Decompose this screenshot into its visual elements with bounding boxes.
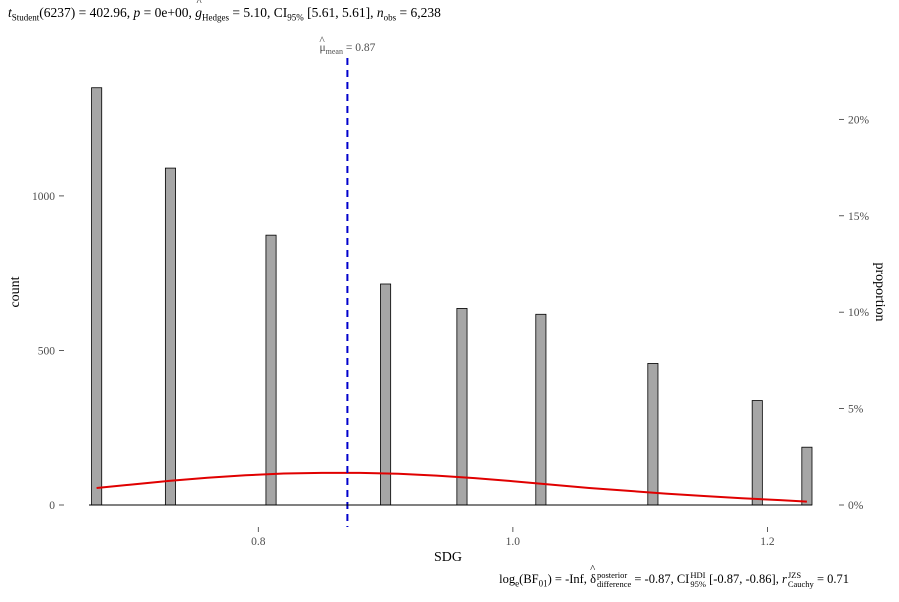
bf-symbol: (BF: [519, 571, 539, 586]
hdi-scripts: HDI 95%: [690, 571, 706, 589]
bf-value: ) = -Inf,: [547, 571, 591, 586]
bf-log-base: e: [515, 578, 520, 589]
r-scripts: JZS Cauchy: [788, 571, 814, 589]
histogram-bar-6: [535, 313, 547, 506]
histogram-bar-4: [380, 283, 392, 506]
y2-tick-label-2: 5%: [848, 404, 864, 416]
mean-label-symbol: μ: [319, 42, 325, 54]
x-tick-label-2: 1.0: [506, 536, 521, 548]
y2-tick-label-5: 20%: [848, 114, 870, 126]
bf-subscript: 01: [538, 578, 548, 589]
t-subscript: Student: [11, 12, 40, 23]
histogram-bar-5: [456, 308, 468, 506]
g-value: = 5.10, CI: [229, 5, 288, 20]
delta-symbol: δ: [590, 563, 596, 587]
x-tick-label-3: 1.2: [760, 536, 775, 548]
x-axis-title: SDG: [434, 550, 462, 565]
y-axis-title: count: [8, 276, 23, 307]
r-value: = 0.71: [813, 571, 849, 586]
t-statistic: (6237) = 402.96,: [39, 5, 134, 20]
chart-caption: loge(BF01) = -Inf, δposteriordifference …: [499, 563, 849, 589]
density-group: [96, 471, 807, 503]
p-symbol: p: [133, 5, 141, 20]
bars-group: [91, 87, 813, 506]
delta-subscript: difference: [596, 579, 632, 589]
histogram-bar-2: [164, 167, 176, 506]
y2-tick-label-1: 0%: [848, 500, 864, 512]
n-symbol: n: [376, 5, 384, 20]
y-tick-label-2: 500: [38, 345, 56, 357]
x-tick-label-1: 0.8: [251, 536, 266, 548]
y-tick-label-1: 0: [49, 500, 55, 512]
delta-value: = -0.87, CI: [631, 571, 690, 586]
histogram-bar-9: [801, 446, 813, 506]
mean-label-hat: ^: [319, 35, 325, 47]
density-curve: [96, 471, 807, 503]
hdi-value: [-0.87, -0.86],: [705, 571, 782, 586]
ci-subscript: 95%: [287, 12, 304, 23]
n-subscript: obs: [383, 12, 397, 23]
mean-label-subscript: mean: [326, 47, 343, 56]
r-symbol: r: [781, 571, 787, 586]
histogram-bar-1: [91, 87, 103, 506]
mean-label: μmean = 0.87: [319, 42, 375, 56]
y2-tick-label-3: 10%: [848, 307, 870, 319]
y2-axis-title: proportion: [872, 262, 887, 321]
bf-log: log: [499, 571, 516, 586]
mean-label-value: = 0.87: [343, 42, 376, 54]
t-symbol: t: [8, 5, 12, 20]
r-subscript: Cauchy: [787, 579, 814, 589]
g-subscript: Hedges: [202, 12, 229, 23]
histogram-bar-7: [647, 363, 659, 506]
ci-value: [5.61, 5.61],: [303, 5, 377, 20]
y-tick-label-3: 1000: [32, 191, 55, 203]
delta-scripts: posterior difference: [597, 571, 631, 589]
r-superscript: JZS: [787, 570, 802, 580]
chart-subtitle: tStudent(6237) = 402.96, p = 0e+00, gHed…: [8, 0, 888, 23]
axes-group: 0.8 1.0 1.2 0 500 1000 0% 5% 10% 15% 20%: [32, 114, 870, 548]
y2-tick-label-4: 15%: [848, 211, 870, 223]
hdi-subscript: 95%: [690, 579, 706, 589]
n-value: = 6,238: [396, 5, 441, 20]
histogram-bar-3: [265, 234, 277, 506]
histogram-bar-8: [751, 400, 763, 506]
delta-superscript: posterior: [596, 570, 628, 580]
g-symbol: g: [195, 0, 202, 21]
hdi-superscript: HDI: [690, 570, 706, 580]
p-value: = 0e+00,: [140, 5, 196, 20]
